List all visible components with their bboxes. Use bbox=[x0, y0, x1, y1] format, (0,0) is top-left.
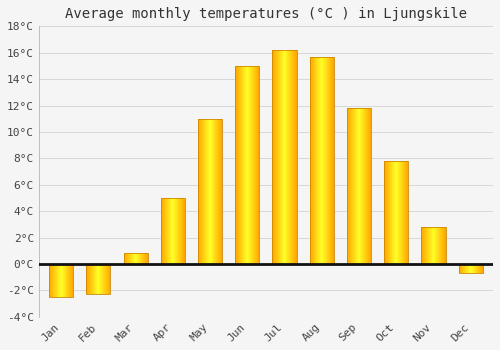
Bar bbox=[198, 119, 222, 264]
Bar bbox=[124, 253, 148, 264]
Title: Average monthly temperatures (°C ) in Ljungskile: Average monthly temperatures (°C ) in Lj… bbox=[65, 7, 467, 21]
Bar bbox=[160, 198, 185, 264]
Bar bbox=[86, 264, 110, 294]
Bar bbox=[458, 264, 483, 273]
Bar bbox=[235, 66, 260, 264]
Bar bbox=[272, 50, 296, 264]
Bar bbox=[384, 161, 408, 264]
Bar bbox=[422, 227, 446, 264]
Bar bbox=[347, 108, 371, 264]
Bar bbox=[310, 57, 334, 264]
Bar bbox=[49, 264, 73, 297]
